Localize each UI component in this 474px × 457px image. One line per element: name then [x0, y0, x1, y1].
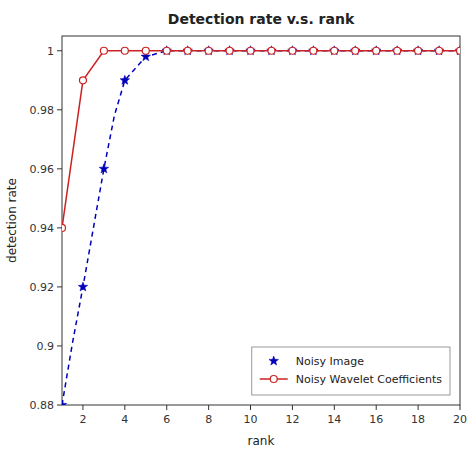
y-tick — [57, 345, 62, 346]
y-tick — [57, 286, 62, 287]
marker-star — [267, 46, 277, 55]
y-axis-label: detection rate — [5, 178, 19, 263]
marker-circle — [352, 47, 359, 54]
marker-star — [434, 46, 444, 55]
y-tick — [57, 405, 62, 406]
marker-star — [455, 46, 460, 55]
x-tick-label: 14 — [327, 413, 341, 426]
marker-circle — [100, 47, 107, 54]
marker-star — [225, 46, 235, 55]
marker-circle — [394, 47, 401, 54]
y-tick-label: 0.96 — [30, 163, 55, 176]
y-tick — [57, 50, 62, 51]
x-tick — [250, 405, 251, 410]
legend-swatch-marker — [269, 356, 279, 365]
legend: Noisy Image Noisy Wavelet Coefficients — [252, 347, 450, 395]
marker-circle — [373, 47, 380, 54]
marker-circle — [121, 47, 128, 54]
x-axis-label: rank — [248, 434, 275, 448]
y-tick — [57, 227, 62, 228]
x-tick-label: 2 — [79, 413, 86, 426]
legend-box — [252, 347, 450, 395]
marker-star — [78, 282, 88, 291]
marker-circle — [62, 224, 66, 231]
y-tick — [57, 168, 62, 169]
legend-swatch-marker — [270, 376, 277, 383]
x-tick — [166, 405, 167, 410]
legend-label: Noisy Wavelet Coefficients — [296, 373, 443, 386]
marker-star — [62, 400, 67, 405]
marker-star — [392, 46, 402, 55]
marker-star — [288, 46, 298, 55]
marker-circle — [226, 47, 233, 54]
legend-label: Noisy Image — [296, 355, 364, 368]
marker-star — [162, 46, 172, 55]
data-area — [62, 46, 460, 405]
x-tick-label: 10 — [244, 413, 258, 426]
marker-star — [246, 46, 256, 55]
y-tick-label: 0.94 — [30, 222, 55, 235]
marker-circle — [268, 47, 275, 54]
plot-frame — [62, 36, 460, 405]
x-tick — [376, 405, 377, 410]
x-tick — [292, 405, 293, 410]
marker-circle — [415, 47, 422, 54]
marker-star — [309, 46, 319, 55]
marker-circle — [331, 47, 338, 54]
marker-circle — [457, 47, 461, 54]
x-tick — [334, 405, 335, 410]
y-tick-label: 0.88 — [30, 399, 55, 412]
marker-star — [120, 75, 130, 84]
x-tick-label: 12 — [285, 413, 299, 426]
marker-circle — [289, 47, 296, 54]
marker-star — [413, 46, 423, 55]
marker-star — [99, 164, 109, 173]
marker-circle — [142, 47, 149, 54]
marker-star — [371, 46, 381, 55]
x-tick-label: 18 — [411, 413, 425, 426]
y-tick — [57, 109, 62, 110]
x-tick-label: 6 — [163, 413, 170, 426]
marker-circle — [436, 47, 443, 54]
series-line — [62, 51, 460, 405]
marker-circle — [310, 47, 317, 54]
marker-circle — [163, 47, 170, 54]
chart: 2 4 6 8 10 12 14 16 18 20 0.88 0.9 0.92 0.94 0.96 0.98 1… — [0, 0, 474, 457]
x-tick — [418, 405, 419, 410]
marker-star — [351, 46, 361, 55]
y-tick-label: 0.92 — [30, 281, 55, 294]
x-tick — [124, 405, 125, 410]
marker-star — [183, 46, 193, 55]
marker-circle — [79, 77, 86, 84]
marker-circle — [247, 47, 254, 54]
x-tick — [208, 405, 209, 410]
x-tick — [460, 405, 461, 410]
y-tick-label: 0.9 — [37, 340, 55, 353]
marker-star — [204, 46, 214, 55]
marker-circle — [184, 47, 191, 54]
x-tick — [82, 405, 83, 410]
series-line — [62, 51, 460, 228]
marker-star — [330, 46, 340, 55]
x-tick-label: 8 — [205, 413, 212, 426]
x-tick-label: 16 — [369, 413, 383, 426]
x-tick-label: 4 — [121, 413, 128, 426]
marker-circle — [205, 47, 212, 54]
y-tick-label: 1 — [47, 45, 54, 58]
y-tick-label: 0.98 — [30, 104, 55, 117]
x-tick-label: 20 — [453, 413, 467, 426]
title: Detection rate v.s. rank — [168, 11, 355, 27]
